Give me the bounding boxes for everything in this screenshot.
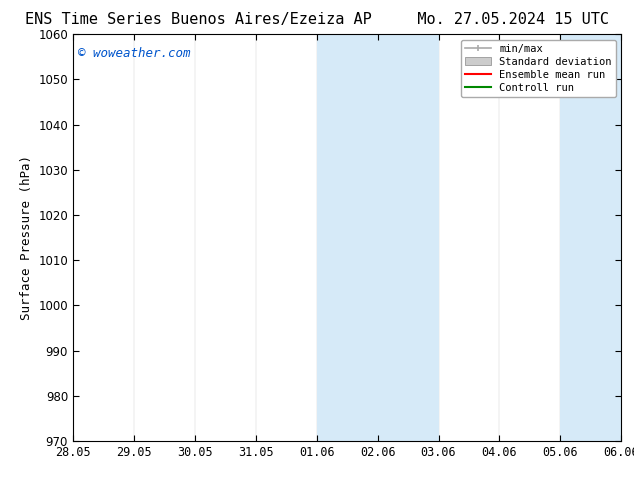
Y-axis label: Surface Pressure (hPa): Surface Pressure (hPa) bbox=[20, 155, 33, 320]
Bar bbox=[560, 34, 621, 441]
Text: © woweather.com: © woweather.com bbox=[79, 47, 191, 59]
Legend: min/max, Standard deviation, Ensemble mean run, Controll run: min/max, Standard deviation, Ensemble me… bbox=[461, 40, 616, 97]
Bar bbox=[316, 34, 378, 441]
Bar bbox=[378, 34, 439, 441]
Text: ENS Time Series Buenos Aires/Ezeiza AP     Mo. 27.05.2024 15 UTC: ENS Time Series Buenos Aires/Ezeiza AP M… bbox=[25, 12, 609, 27]
